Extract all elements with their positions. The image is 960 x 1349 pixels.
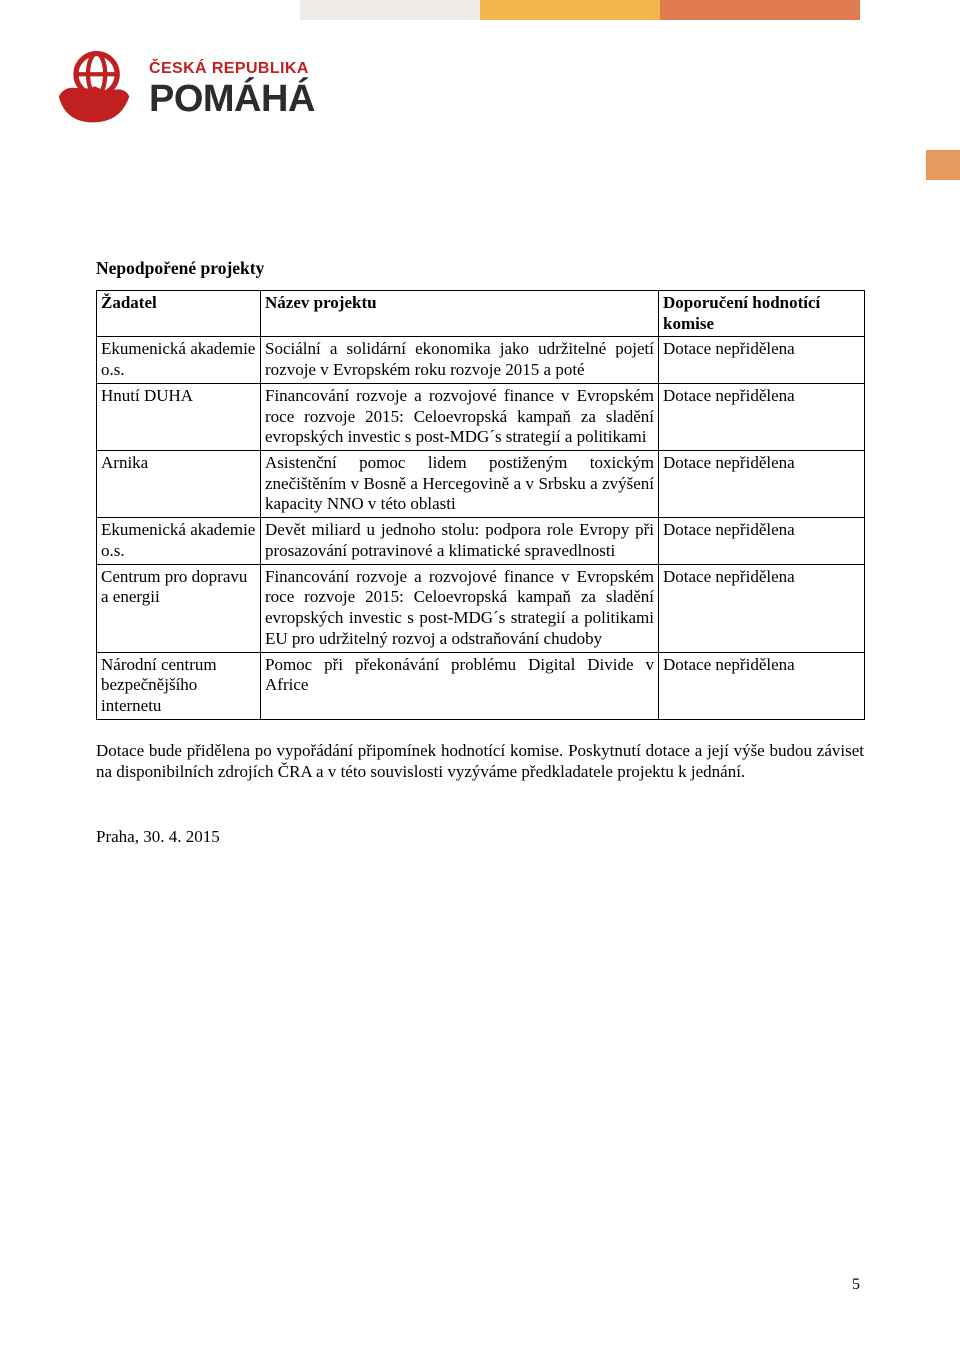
stripe-3 [660,0,860,20]
cell-project: Financování rozvoje a rozvojové finance … [261,564,659,652]
cell-project: Sociální a solidární ekonomika jako udrž… [261,337,659,383]
page-number: 5 [852,1275,860,1295]
closing-paragraph: Dotace bude přidělena po vypořádání přip… [96,740,864,783]
brand-country: ČESKÁ REPUBLIKA [149,61,315,78]
globe-hands-icon [45,45,131,136]
page-content: Nepodpořené projekty Žadatel Název proje… [96,258,864,848]
cell-applicant: Arnika [97,451,261,518]
stripe-1 [300,0,480,20]
table-row: Hnutí DUHA Financování rozvoje a rozvojo… [97,383,865,450]
cell-applicant: Centrum pro dopravu a energii [97,564,261,652]
side-accent-block [926,150,960,180]
cell-applicant: Ekumenická akademie o.s. [97,337,261,383]
col-header-recommendation: Doporučení hodnotící komise [659,290,865,336]
table-row: Centrum pro dopravu a energii Financován… [97,564,865,652]
cell-applicant: Národní centrum bezpečnějšího internetu [97,652,261,719]
header-stripes [300,0,860,20]
cell-project: Devět miliard u jednoho stolu: podpora r… [261,518,659,564]
brand-main: POMÁHÁ [149,80,315,120]
cell-project: Financování rozvoje a rozvojové finance … [261,383,659,450]
brand-logo: ČESKÁ REPUBLIKA POMÁHÁ [45,45,315,136]
table-row: Arnika Asistenční pomoc lidem postiženým… [97,451,865,518]
table-row: Ekumenická akademie o.s. Devět miliard u… [97,518,865,564]
cell-recommendation: Dotace nepřidělena [659,564,865,652]
col-header-project: Název projektu [261,290,659,336]
cell-applicant: Hnutí DUHA [97,383,261,450]
stripe-2 [480,0,660,20]
cell-recommendation: Dotace nepřidělena [659,383,865,450]
section-title: Nepodpořené projekty [96,258,864,280]
cell-project: Asistenční pomoc lidem postiženým toxick… [261,451,659,518]
cell-recommendation: Dotace nepřidělena [659,451,865,518]
col-header-applicant: Žadatel [97,290,261,336]
table-header-row: Žadatel Název projektu Doporučení hodnot… [97,290,865,336]
cell-recommendation: Dotace nepřidělena [659,652,865,719]
date-line: Praha, 30. 4. 2015 [96,826,864,847]
cell-recommendation: Dotace nepřidělena [659,518,865,564]
cell-recommendation: Dotace nepřidělena [659,337,865,383]
cell-applicant: Ekumenická akademie o.s. [97,518,261,564]
projects-table: Žadatel Název projektu Doporučení hodnot… [96,290,865,720]
table-row: Ekumenická akademie o.s. Sociální a soli… [97,337,865,383]
cell-project: Pomoc při překonávání problému Digital D… [261,652,659,719]
table-row: Národní centrum bezpečnějšího internetu … [97,652,865,719]
